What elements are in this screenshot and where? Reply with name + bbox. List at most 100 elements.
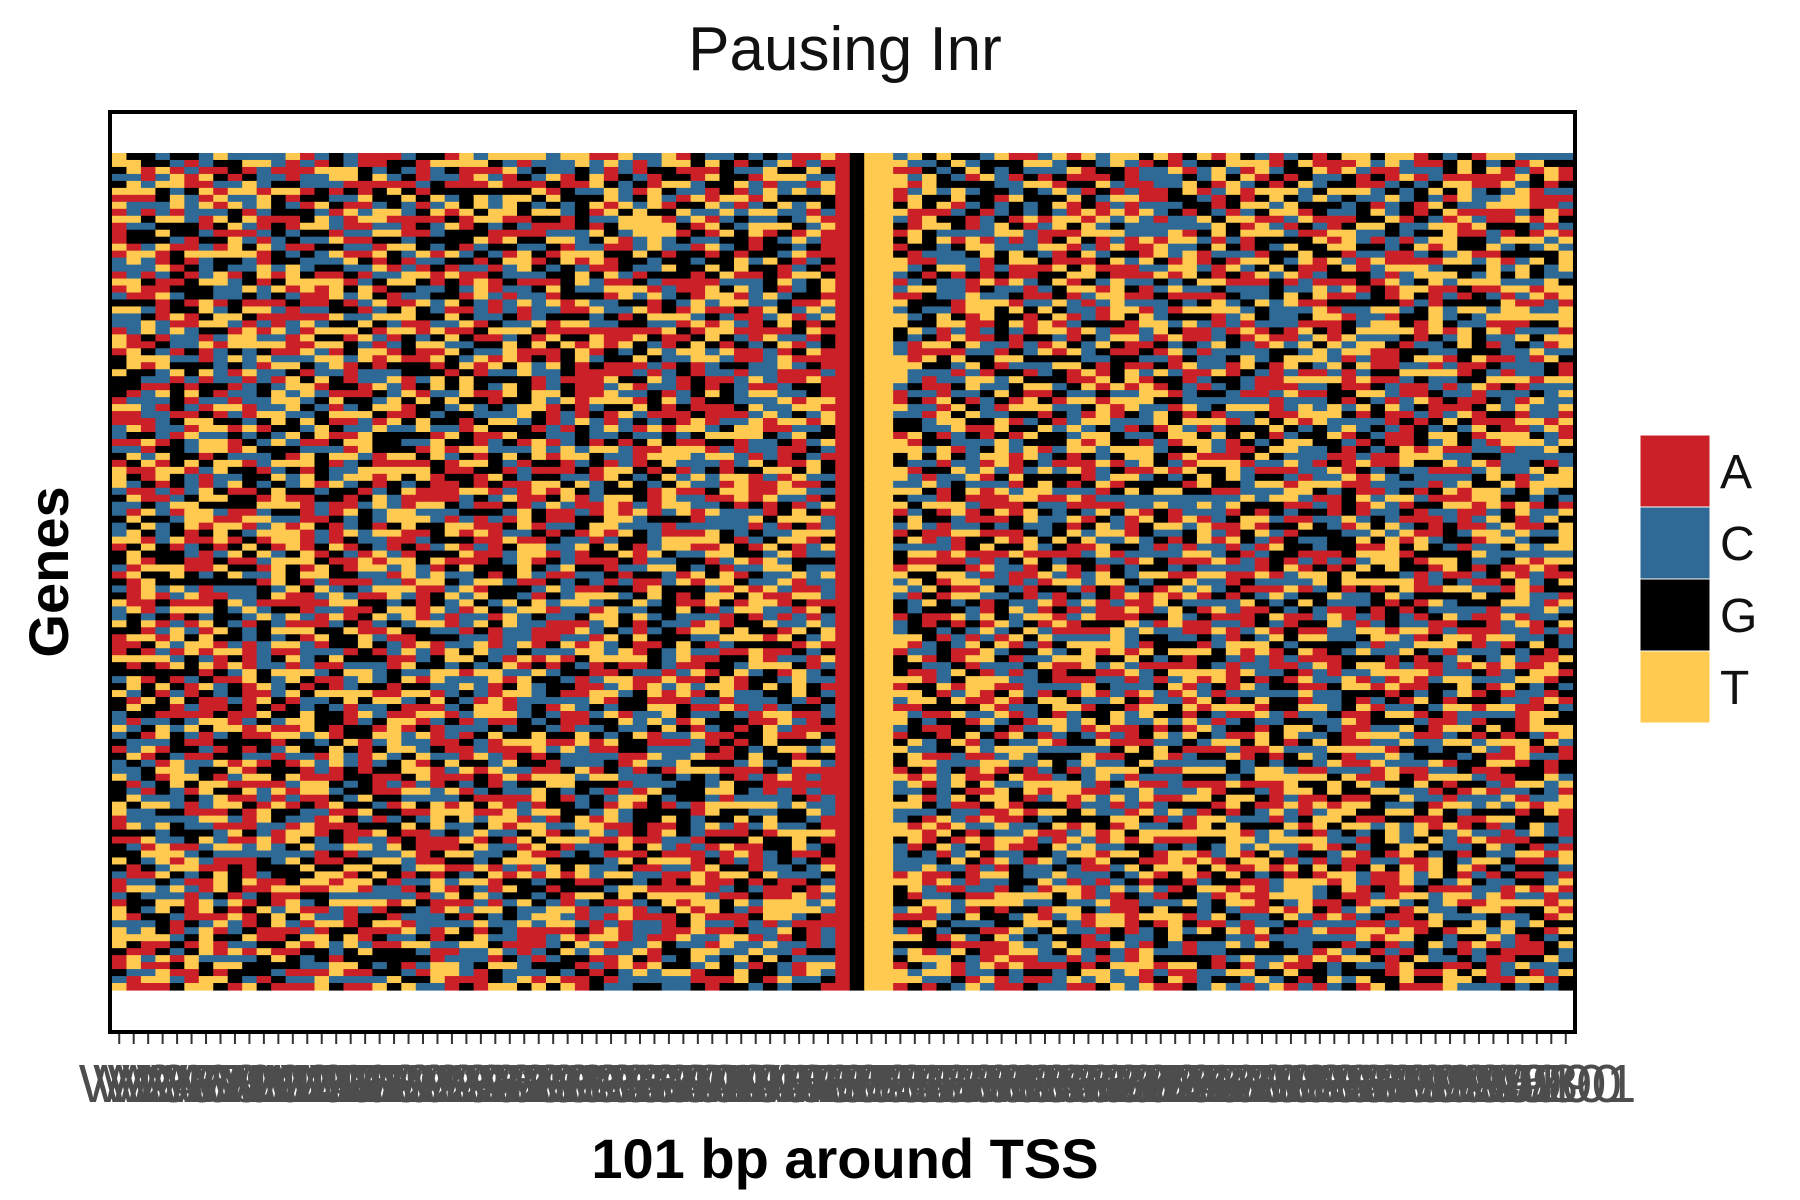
heatmap-cell [820, 390, 836, 398]
heatmap-cell [690, 369, 706, 377]
heatmap-cell [430, 257, 446, 266]
heatmap-cell [1312, 271, 1328, 280]
heatmap-cell [386, 173, 402, 182]
heatmap-cell [1384, 299, 1401, 308]
heatmap-cell [1486, 390, 1502, 398]
heatmap-cell [300, 166, 316, 175]
heatmap-cell [1413, 390, 1429, 398]
heatmap-cell [618, 348, 634, 356]
heatmap-cell [1442, 334, 1458, 342]
heatmap-cell [502, 418, 518, 426]
heatmap-cell [285, 411, 301, 419]
heatmap-cell [1225, 194, 1241, 203]
heatmap-cell [632, 166, 648, 175]
heatmap-cell [488, 306, 504, 315]
heatmap-cell [227, 194, 243, 203]
heatmap-cell [791, 425, 807, 433]
heatmap-cell [488, 201, 504, 210]
heatmap-cell [748, 480, 764, 489]
heatmap-cell [343, 292, 359, 301]
heatmap-cell [357, 480, 373, 489]
heatmap-cell [1037, 445, 1053, 454]
heatmap-cell [198, 153, 214, 161]
heatmap-cell [1110, 257, 1126, 266]
heatmap-cell [1486, 418, 1502, 426]
heatmap-cell [950, 362, 967, 370]
heatmap-cell [1500, 459, 1516, 468]
heatmap-cell [1196, 397, 1212, 405]
heatmap-cell [256, 466, 272, 475]
heatmap-cell [1095, 383, 1111, 391]
heatmap-cell [343, 194, 359, 203]
heatmap-cell [155, 278, 171, 287]
heatmap-cell [762, 201, 779, 210]
heatmap-cell [227, 271, 243, 280]
heatmap-cell [820, 418, 836, 426]
heatmap-cell [517, 487, 533, 496]
heatmap-cell [372, 355, 388, 363]
heatmap-cell [979, 306, 995, 315]
heatmap-cell [950, 452, 967, 461]
heatmap-cell [1486, 173, 1502, 182]
heatmap-cell [936, 397, 952, 405]
heatmap-cell [1023, 418, 1039, 426]
heatmap-cell [213, 348, 229, 356]
heatmap-cell [1370, 278, 1386, 287]
heatmap-cell [647, 264, 663, 273]
heatmap-cell [1312, 362, 1328, 370]
heatmap-cell [213, 257, 229, 266]
heatmap-cell [517, 243, 533, 252]
heatmap-cell [155, 159, 171, 168]
heatmap-cell [893, 229, 909, 238]
heatmap-cell [1341, 362, 1357, 370]
heatmap-cell [401, 487, 417, 496]
heatmap-cell [1225, 411, 1241, 419]
heatmap-cell [1211, 229, 1227, 238]
heatmap-cell [227, 383, 243, 391]
heatmap-cell [444, 250, 460, 259]
heatmap-cell [618, 208, 634, 217]
heatmap-cell [777, 452, 793, 461]
heatmap-cell [1023, 180, 1039, 189]
heatmap-cell [488, 376, 504, 384]
heatmap-cell [300, 327, 316, 335]
heatmap-cell [343, 320, 359, 328]
heatmap-cell [690, 229, 706, 238]
heatmap-cell [1167, 306, 1184, 315]
chart-title: Pausing Inr [688, 15, 1002, 84]
heatmap-cell [806, 425, 822, 433]
heatmap-cell [1442, 285, 1458, 294]
heatmap-cell [979, 376, 995, 384]
heatmap-cell [169, 229, 185, 238]
heatmap-cell [459, 473, 475, 482]
heatmap-cell [517, 494, 533, 503]
heatmap-cell [1384, 452, 1401, 461]
heatmap-cell [835, 201, 851, 210]
heatmap-cell [1110, 397, 1126, 405]
heatmap-cell [502, 278, 518, 287]
heatmap-cell [545, 299, 562, 308]
heatmap-cell [806, 264, 822, 273]
heatmap-cell [1254, 445, 1270, 454]
heatmap-cell [936, 418, 952, 426]
heatmap-cell [155, 299, 171, 308]
heatmap-cell [647, 494, 663, 503]
heatmap-cell [502, 494, 518, 503]
heatmap-cell [1240, 278, 1256, 287]
heatmap-cell [1442, 153, 1458, 161]
heatmap-cell [1167, 390, 1184, 398]
heatmap-cell [1312, 180, 1328, 189]
heatmap-cell [922, 418, 938, 426]
heatmap-cell [1413, 180, 1429, 189]
heatmap-cell [386, 313, 402, 321]
heatmap-cell [1139, 376, 1155, 384]
heatmap-cell [1327, 285, 1343, 294]
heatmap-cell [1182, 166, 1198, 175]
heatmap-cell [1283, 243, 1299, 252]
heatmap-cell [603, 369, 619, 377]
heatmap-cell [415, 292, 431, 301]
heatmap-cell [1066, 166, 1082, 175]
heatmap-cell [314, 334, 330, 342]
heatmap-cell [227, 487, 243, 496]
heatmap-cell [893, 159, 909, 168]
